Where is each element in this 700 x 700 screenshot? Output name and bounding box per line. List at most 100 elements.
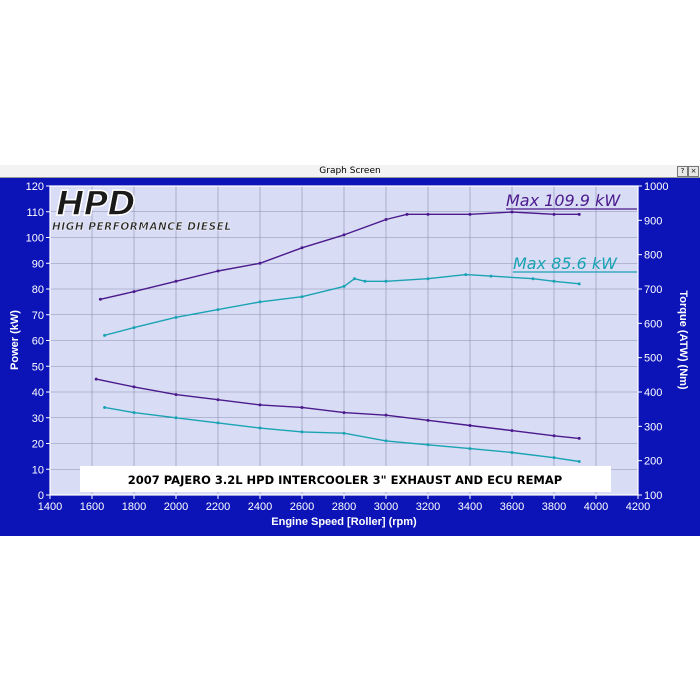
data-point [258, 261, 262, 265]
data-point [174, 315, 178, 319]
y-tick-label: 100 [26, 233, 44, 245]
data-point [258, 426, 262, 430]
data-point [132, 385, 136, 389]
data-point [174, 416, 178, 420]
y2-tick-label: 400 [644, 387, 662, 399]
window-title: Graph Screen [319, 166, 381, 176]
data-point [300, 405, 304, 409]
data-point [353, 277, 356, 281]
data-point [552, 212, 556, 216]
x-tick-label: 3800 [542, 501, 566, 513]
series-1 [98, 210, 581, 301]
y2-tick-label: 900 [644, 215, 662, 227]
data-point [363, 279, 367, 283]
data-point [98, 297, 102, 301]
hpd-logo: HPD HIGH PERFORMANCE DIESEL [52, 183, 232, 233]
data-point [510, 429, 514, 433]
y-tick-label: 90 [32, 258, 44, 270]
series-2 [103, 273, 581, 337]
data-point [300, 430, 304, 434]
data-point [426, 277, 430, 281]
help-button[interactable]: ? [677, 166, 688, 177]
data-point [510, 210, 514, 214]
x-tick-label: 2800 [332, 501, 356, 513]
y2-tick-label: 700 [644, 284, 662, 296]
y2-tick-label: 100 [644, 490, 662, 502]
y-tick-label: 10 [32, 464, 44, 476]
data-point [103, 333, 107, 337]
data-point [426, 443, 430, 447]
data-point [468, 212, 472, 216]
close-button[interactable]: × [688, 166, 699, 177]
x-tick-label: 1600 [80, 501, 104, 513]
y-tick-label: 40 [32, 387, 44, 399]
data-point [342, 411, 346, 415]
data-point [300, 246, 304, 250]
data-point [510, 451, 514, 455]
data-point [577, 460, 581, 464]
data-point [103, 405, 107, 409]
data-point [174, 393, 178, 397]
data-point [552, 434, 556, 438]
graph-window: Graph Screen ? × HPD HIGH PERFORMANCE DI… [0, 165, 700, 536]
data-point [216, 398, 220, 402]
y-axis-title: Power (kW) [9, 310, 21, 370]
data-point [405, 212, 409, 216]
data-point [426, 418, 430, 422]
y2-tick-label: 800 [644, 250, 662, 262]
series [94, 210, 581, 464]
data-point [577, 212, 581, 216]
max-teal-label: Max 85.6 kW [513, 254, 618, 273]
data-point [384, 413, 388, 417]
x-tick-label: 1400 [38, 501, 62, 513]
y-tick-label: 70 [32, 310, 44, 322]
data-point [577, 436, 581, 440]
y2-tick-label: 1000 [644, 181, 668, 193]
data-point [258, 300, 262, 304]
data-point [258, 403, 262, 407]
series-line [100, 211, 580, 300]
series-line [104, 273, 580, 336]
y-tick-label: 80 [32, 284, 44, 296]
y2-tick-label: 500 [644, 353, 662, 365]
data-point [132, 290, 136, 294]
data-point [216, 308, 220, 312]
y2-tick-label: 300 [644, 421, 662, 433]
data-point [468, 447, 472, 451]
data-point [94, 377, 98, 381]
x-tick-label: 4000 [584, 501, 608, 513]
caption: 2007 PAJERO 3.2L HPD INTERCOOLER 3" EXHA… [128, 473, 562, 487]
data-point [384, 439, 388, 443]
data-point [577, 282, 581, 286]
data-point [531, 277, 535, 281]
x-tick-label: 3200 [416, 501, 440, 513]
window-titlebar: Graph Screen ? × [0, 165, 700, 178]
x-tick-label: 3400 [458, 501, 482, 513]
data-point [468, 423, 472, 427]
data-point [489, 274, 493, 278]
y2-axis-title: Torque (ATW) (Nm) [677, 290, 689, 390]
max-purple-label: Max 109.9 kW [506, 191, 621, 210]
data-point [216, 421, 220, 425]
hpd-logo-tagline: HIGH PERFORMANCE DIESEL [52, 221, 232, 233]
data-point [342, 284, 346, 288]
data-point [384, 217, 388, 221]
data-point [342, 233, 346, 237]
y-tick-label: 0 [38, 490, 44, 502]
hpd-logo-mark: HPD [56, 184, 135, 224]
data-point [216, 269, 220, 273]
data-point [426, 212, 430, 216]
y-tick-label: 110 [26, 207, 44, 219]
x-axis-title: Engine Speed [Roller] (rpm) [271, 516, 417, 528]
data-point [384, 279, 388, 283]
data-point [132, 411, 136, 415]
y2-tick-label: 600 [644, 318, 662, 330]
x-tick-label: 3600 [500, 501, 524, 513]
x-tick-label: 2400 [248, 501, 272, 513]
caption-box [80, 466, 611, 492]
y-tick-label: 50 [32, 361, 44, 373]
x-tick-label: 1800 [122, 501, 146, 513]
data-point [552, 279, 556, 283]
x-tick-label: 2000 [164, 501, 188, 513]
x-tick-label: 3000 [374, 501, 398, 513]
